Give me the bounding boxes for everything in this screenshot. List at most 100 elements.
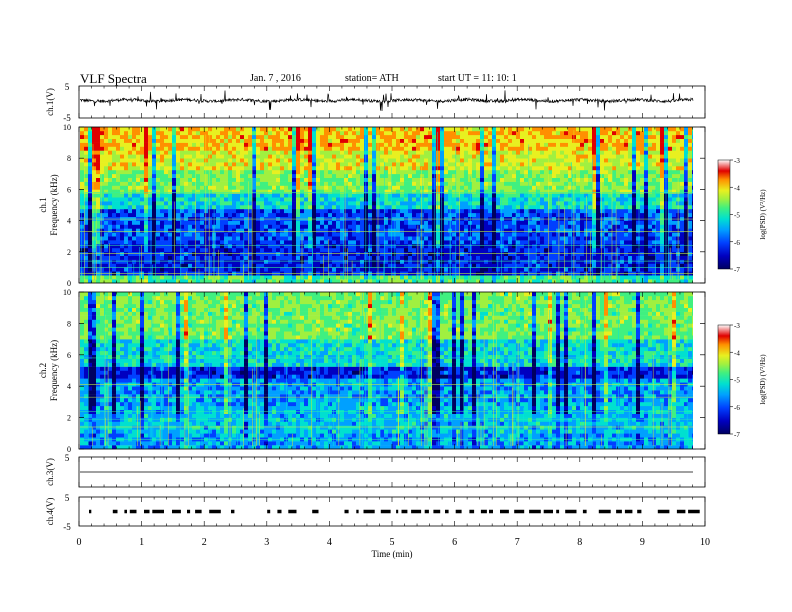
spec-ch1-cell — [388, 185, 392, 190]
spec-ch1-cell — [240, 166, 244, 171]
spec-ch1-cell — [224, 173, 228, 178]
spec-ch1-cell — [384, 138, 388, 143]
spec-ch1-cell — [236, 189, 240, 194]
spec-ch1-cell — [488, 224, 492, 229]
spec-ch1-cell — [404, 279, 408, 284]
spec-ch1-cell — [456, 255, 460, 260]
spec-ch1-cell — [336, 244, 340, 249]
spec-ch1-cell — [560, 138, 564, 143]
spec-ch1-cell — [96, 166, 100, 171]
spec-ch1-cell — [284, 259, 288, 264]
spec-ch1-cell — [96, 146, 100, 151]
spec-ch1-cell — [232, 275, 236, 280]
spec-ch1-cell — [216, 193, 220, 198]
spec-ch1-cell — [100, 228, 104, 233]
spec-ch1-cell — [264, 208, 268, 214]
spec-ch1-cell — [412, 228, 416, 233]
spec-ch1-cell — [372, 127, 376, 132]
spec-ch1-cell — [136, 197, 140, 202]
spec-ch1-cell — [196, 232, 200, 237]
spec-ch1-cell — [164, 177, 168, 182]
spec-ch1-cell — [120, 228, 124, 233]
spec-ch1-cell — [488, 138, 492, 143]
spec-ch1-cell — [332, 251, 336, 256]
spec-ch1-cell — [544, 220, 548, 225]
spec-ch1-cell — [492, 255, 496, 260]
spec-ch1-cell — [424, 146, 428, 151]
spec-ch1-cell — [328, 279, 332, 284]
spec-ch1-cell — [92, 177, 96, 182]
spec-ch1-cell — [336, 228, 340, 233]
spec-ch1-cell — [296, 173, 300, 178]
spec-ch1-cell — [228, 244, 232, 249]
spec-ch1-cell — [312, 130, 316, 136]
spec-ch1-cell — [496, 212, 500, 217]
spec-ch1-cell — [80, 220, 84, 225]
spec-ch1-cell — [540, 181, 544, 186]
spec-ch1-cell — [220, 162, 224, 167]
spec-ch1-cell — [388, 240, 392, 245]
spec-ch1-cell — [304, 142, 308, 147]
spec-ch1-cell — [288, 201, 292, 206]
spec-ch1-cell — [436, 193, 440, 198]
spec-ch1-cell — [192, 138, 196, 143]
spec-ch1-cell — [160, 263, 164, 268]
spec-ch1-cell — [476, 205, 480, 210]
spec-ch1-cell — [264, 212, 268, 217]
spec-ch1-cell — [544, 142, 548, 147]
spec-ch1-cell — [520, 193, 524, 198]
spec-ch1-cell — [464, 134, 468, 139]
spec-ch1-cell — [456, 197, 460, 202]
spec-ch1-cell — [108, 169, 112, 175]
spec-ch1-cell — [532, 228, 536, 233]
spec-ch1-cell — [284, 181, 288, 186]
spec-ch1-cell — [380, 259, 384, 264]
spec-ch1-cell — [92, 130, 96, 136]
spec-ch1-cell — [456, 169, 460, 175]
spec-ch1-cell — [444, 169, 448, 175]
spec-ch1-cell — [496, 169, 500, 175]
spec-ch1-cell — [184, 240, 188, 245]
spec-ch1-cell — [400, 279, 404, 284]
spec-ch1-cell — [88, 267, 92, 272]
spec-ch1-cell — [416, 181, 420, 186]
spec-ch1-cell — [404, 251, 408, 256]
spec-ch1-cell — [392, 138, 396, 143]
spec-ch1-cell — [428, 142, 432, 147]
spec-ch1-cell — [208, 173, 212, 178]
spec-ch1-cell — [436, 205, 440, 210]
spec-ch1-cell — [432, 189, 436, 194]
spec-ch1-cell — [180, 267, 184, 272]
spec-ch1-cell — [516, 240, 520, 245]
spec-ch1-cell — [276, 263, 280, 268]
spec-ch1-cell — [396, 150, 400, 155]
spec-ch1-cell — [528, 130, 532, 136]
spec-ch1-cell — [192, 134, 196, 139]
spec-ch1-cell — [428, 240, 432, 245]
spec-ch1-cell — [208, 142, 212, 147]
spec-ch1-cell — [132, 251, 136, 256]
spec-ch1-cell — [208, 134, 212, 139]
spec-ch1-cell — [316, 259, 320, 264]
spec-ch1-cell — [516, 134, 520, 139]
spec-ch1-cell — [220, 247, 224, 253]
spec-ch1-cell — [104, 181, 108, 186]
spec-ch1-cell — [124, 154, 128, 159]
spec-ch1-cell — [312, 193, 316, 198]
spec-ch1-cell — [452, 212, 456, 217]
spec-ch1-cell — [340, 232, 344, 237]
spec-ch1-cell — [244, 251, 248, 256]
spec-ch1-cell — [536, 267, 540, 272]
spec-ch1-cell — [560, 220, 564, 225]
spec-ch1-cell — [88, 244, 92, 249]
spec-ch1-cell — [136, 181, 140, 186]
spec-ch1-cell — [464, 205, 468, 210]
spec-ch1-cell — [560, 166, 564, 171]
spec-ch1-cell — [552, 275, 556, 280]
spec-ch1-cell — [512, 263, 516, 268]
spec-ch1-cell — [156, 146, 160, 151]
spec-ch1-cell — [328, 220, 332, 225]
spec-ch1-cell — [540, 193, 544, 198]
spec-ch1-cell — [168, 158, 172, 163]
spec-ch1-cell — [80, 212, 84, 217]
